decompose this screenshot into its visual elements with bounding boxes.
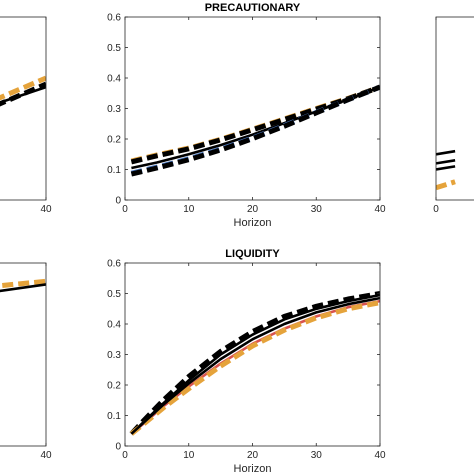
x-tick-label: 0	[433, 204, 439, 215]
series-line-1	[436, 149, 456, 156]
series-line-1	[130, 293, 380, 435]
series-line-1	[0, 75, 46, 101]
series-line-3	[436, 165, 456, 171]
series-group	[129, 291, 380, 436]
y-tick-label: 0.2	[107, 381, 121, 392]
y-tick-label: 0.2	[107, 135, 121, 146]
x-axis-label: Horizon	[234, 217, 272, 229]
panel-5: 0 10 20 30 40 0 0.1 0.2 0.3 0.4 0.5 0.6 LIQUIDITY Hor…	[107, 248, 386, 474]
x-tick-label: 30	[311, 450, 323, 461]
series-line-2	[436, 159, 456, 165]
x-tick-label: 0	[122, 204, 128, 215]
series-line-1	[0, 278, 46, 289]
series-line-2	[129, 291, 380, 436]
x-tick-label: 10	[183, 204, 195, 215]
x-tick-label: 20	[247, 450, 259, 461]
y-tick-label: 0.6	[107, 13, 121, 24]
y-tick-label: 0	[115, 442, 121, 453]
y-tick-label: 0.1	[107, 411, 121, 422]
panel-1: 40	[0, 16, 52, 215]
series-group	[0, 278, 46, 293]
y-tick-label: 0.4	[107, 320, 121, 331]
series-line-5	[130, 84, 380, 177]
x-tick-label: 10	[183, 450, 195, 461]
panel-title: LIQUIDITY	[225, 248, 280, 260]
series-line-4	[129, 300, 380, 436]
x-tick-label: 30	[311, 204, 323, 215]
series-line-1	[130, 84, 380, 164]
y-tick-label: 0	[115, 196, 121, 207]
axes-box	[0, 16, 47, 201]
series-line-3	[0, 81, 46, 107]
series-line-4	[436, 179, 456, 191]
series-line-2	[0, 283, 46, 293]
series-group	[0, 75, 46, 107]
series-group	[436, 149, 456, 191]
x-axis-label: Horizon	[234, 463, 272, 474]
y-tick-label: 0.1	[107, 165, 121, 176]
x-tick-label: 40	[374, 450, 386, 461]
y-tick-label: 0.3	[107, 350, 121, 361]
y-tick-label: 0.5	[107, 289, 121, 300]
y-tick-label: 0.5	[107, 43, 121, 54]
panel-2: 0 10 20 30 40 0 0.1 0.2 0.3 0.4 0.5 0.6 PRECAUTIONAR…	[107, 2, 386, 229]
series-line-5	[130, 296, 380, 435]
axes-box	[124, 262, 381, 447]
x-tick-label: 20	[247, 204, 259, 215]
y-tick-label: 0.3	[107, 104, 121, 115]
x-tick-label: 0	[122, 450, 128, 461]
series-line-3	[130, 299, 380, 435]
panel-4: 40	[0, 262, 52, 461]
y-tick-label: 0.6	[107, 259, 121, 270]
axes-box	[0, 262, 47, 447]
axes-box	[435, 16, 474, 201]
series-group	[130, 84, 380, 177]
panel-title: PRECAUTIONARY	[205, 2, 301, 14]
y-tick-label: 0.4	[107, 74, 121, 85]
x-tick-label: 40	[40, 204, 52, 215]
x-tick-label: 40	[374, 204, 386, 215]
series-line-2	[0, 85, 46, 104]
axes-box	[124, 16, 381, 201]
series-line-2	[130, 84, 380, 165]
panel-3: 0	[433, 16, 474, 215]
x-tick-label: 40	[40, 450, 52, 461]
